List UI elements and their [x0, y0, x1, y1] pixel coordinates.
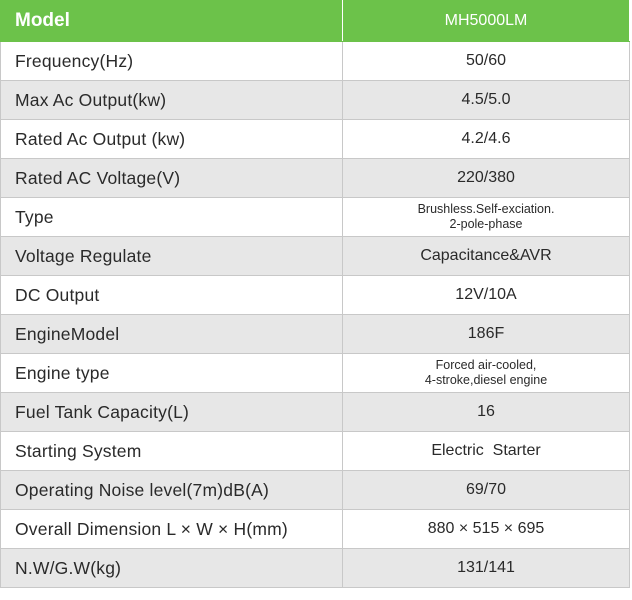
row-value: Capacitance&AVR — [342, 236, 630, 276]
row-label: Rated Ac Output (kw) — [0, 119, 343, 159]
row-label: Frequency(Hz) — [0, 41, 343, 81]
table-row: Operating Noise level(7m)dB(A) 69/70 — [0, 470, 630, 510]
row-label: DC Output — [0, 275, 343, 315]
table-row: Type Brushless.Self-exciation. 2-pole-ph… — [0, 197, 630, 237]
row-value: 69/70 — [342, 470, 630, 510]
row-label: Rated AC Voltage(V) — [0, 158, 343, 198]
table-row: Max Ac Output(kw) 4.5/5.0 — [0, 80, 630, 120]
table-row: N.W/G.W(kg) 131/141 — [0, 548, 630, 588]
row-value: Electric Starter — [342, 431, 630, 471]
row-label: EngineModel — [0, 314, 343, 354]
row-value: Forced air-cooled, 4-stroke,diesel engin… — [342, 353, 630, 393]
row-label: Starting System — [0, 431, 343, 471]
row-value-line: 2-pole-phase — [449, 217, 523, 231]
header-label: Model — [0, 0, 343, 42]
row-value-line: 4-stroke,diesel engine — [424, 373, 548, 387]
table-row: Voltage Regulate Capacitance&AVR — [0, 236, 630, 276]
row-value: Brushless.Self-exciation. 2-pole-phase — [342, 197, 630, 237]
table-row: EngineModel 186F — [0, 314, 630, 354]
row-value: 4.2/4.6 — [342, 119, 630, 159]
row-value: 220/380 — [342, 158, 630, 198]
row-label: Overall Dimension L × W × H(mm) — [0, 509, 343, 549]
row-label: Fuel Tank Capacity(L) — [0, 392, 343, 432]
table-row: Overall Dimension L × W × H(mm) 880 × 51… — [0, 509, 630, 549]
table-row: Rated AC Voltage(V) 220/380 — [0, 158, 630, 198]
header-model-value: MH5000LM — [342, 0, 630, 42]
table-row: Fuel Tank Capacity(L) 16 — [0, 392, 630, 432]
row-value: 50/60 — [342, 41, 630, 81]
spec-table: Model MH5000LM Frequency(Hz) 50/60 Max A… — [0, 0, 630, 588]
row-label: Type — [0, 197, 343, 237]
row-value: 880 × 515 × 695 — [342, 509, 630, 549]
row-label: Engine type — [0, 353, 343, 393]
table-row: DC Output 12V/10A — [0, 275, 630, 315]
row-value: 16 — [342, 392, 630, 432]
row-label: Max Ac Output(kw) — [0, 80, 343, 120]
row-value-line: Forced air-cooled, — [435, 358, 537, 372]
row-label: Operating Noise level(7m)dB(A) — [0, 470, 343, 510]
row-value: 186F — [342, 314, 630, 354]
table-row: Rated Ac Output (kw) 4.2/4.6 — [0, 119, 630, 159]
table-row: Frequency(Hz) 50/60 — [0, 41, 630, 81]
row-label: N.W/G.W(kg) — [0, 548, 343, 588]
table-header-row: Model MH5000LM — [0, 0, 630, 42]
row-value-line: Brushless.Self-exciation. — [417, 202, 555, 216]
row-label: Voltage Regulate — [0, 236, 343, 276]
row-value: 4.5/5.0 — [342, 80, 630, 120]
table-row: Engine type Forced air-cooled, 4-stroke,… — [0, 353, 630, 393]
table-row: Starting System Electric Starter — [0, 431, 630, 471]
row-value: 131/141 — [342, 548, 630, 588]
row-value: 12V/10A — [342, 275, 630, 315]
